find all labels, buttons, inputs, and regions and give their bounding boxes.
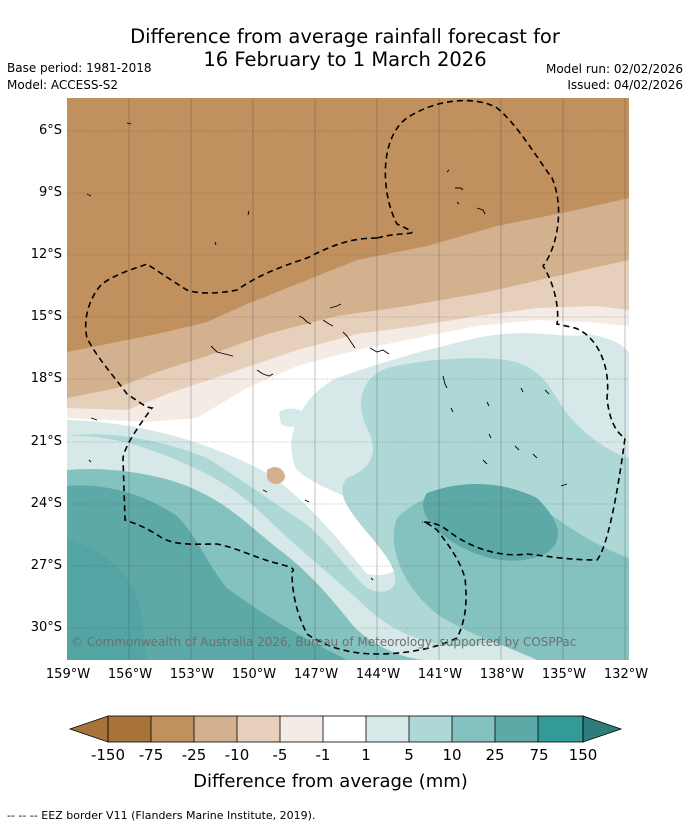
colorbar-swatch-minus-75 bbox=[151, 716, 194, 742]
lon-label-159w: 159°W bbox=[45, 667, 91, 682]
colorbar-swatch-minus-150 bbox=[108, 716, 151, 742]
meridians bbox=[128, 98, 626, 660]
lon-label-153w: 153°W bbox=[169, 667, 215, 682]
rainfall-map bbox=[67, 98, 629, 660]
colorbar-label-plus-5: 5 bbox=[404, 746, 414, 764]
colorbar-swatch-minus-1 bbox=[323, 716, 366, 742]
base-period: Base period: 1981-2018 bbox=[7, 61, 152, 75]
colorbar-outline bbox=[107, 715, 584, 743]
colorbar-swatch-minus-10 bbox=[237, 716, 280, 742]
lon-label-156w: 156°W bbox=[107, 667, 153, 682]
colorbar-label-minus-25: -25 bbox=[181, 746, 207, 764]
lon-label-147w: 147°W bbox=[293, 667, 339, 682]
island-outlines bbox=[86, 122, 568, 581]
colorbar-label-plus-1: 1 bbox=[361, 746, 371, 764]
colorbar bbox=[68, 715, 623, 743]
colorbar-swatch-plus-1 bbox=[366, 716, 409, 742]
lon-label-150w: 150°W bbox=[231, 667, 277, 682]
colorbar-swatch-plus-5 bbox=[409, 716, 452, 742]
lat-label-6s: 6°S bbox=[38, 123, 62, 138]
colorbar-dividers bbox=[150, 716, 539, 742]
band-plus-25 bbox=[67, 485, 347, 660]
map-title-line2: 16 February to 1 March 2026 bbox=[203, 48, 487, 71]
dry-patch-central bbox=[267, 467, 285, 484]
colorbar-title: Difference from average (mm) bbox=[193, 771, 468, 792]
lat-label-18s: 18°S bbox=[30, 371, 62, 386]
colorbar-swatch-minus-5 bbox=[280, 716, 323, 742]
colorbar-low-extend bbox=[68, 715, 109, 743]
colorbar-high-extend bbox=[582, 715, 623, 743]
map-title-line1: Difference from average rainfall forecas… bbox=[130, 25, 560, 48]
eez-border-cook-islands bbox=[376, 99, 626, 561]
lat-label-27s: 27°S bbox=[30, 558, 62, 573]
eez-borders bbox=[84, 99, 626, 655]
copyright-notice: © Commonwealth of Australia 2026, Bureau… bbox=[71, 635, 577, 649]
lat-label-30s: 30°S bbox=[30, 620, 62, 635]
colorbar-label-minus-10: -10 bbox=[224, 746, 250, 764]
colorbar-label-plus-150: 150 bbox=[568, 746, 598, 764]
colorbar-swatch-plus-10 bbox=[452, 716, 495, 742]
lat-label-9s: 9°S bbox=[38, 185, 62, 200]
lon-label-132w: 132°W bbox=[603, 667, 649, 682]
wet-patch-west bbox=[279, 408, 305, 427]
eez-border-tonga bbox=[84, 237, 467, 655]
lat-label-24s: 24°S bbox=[30, 496, 62, 511]
colorbar-label-minus-1: -1 bbox=[315, 746, 331, 764]
lon-label-141w: 141°W bbox=[417, 667, 463, 682]
colorbar-swatch-plus-25 bbox=[495, 716, 538, 742]
lon-label-138w: 138°W bbox=[479, 667, 525, 682]
lon-label-135w: 135°W bbox=[541, 667, 587, 682]
colorbar-swatch-plus-75 bbox=[538, 716, 583, 742]
band-plus-25-east bbox=[423, 483, 558, 561]
lat-label-21s: 21°S bbox=[30, 434, 62, 449]
colorbar-label-plus-75: 75 bbox=[529, 746, 549, 764]
colorbar-label-minus-5: -5 bbox=[272, 746, 288, 764]
eez-footnote: -- -- -- EEZ border V11 (Flanders Marine… bbox=[7, 809, 316, 822]
colorbar-label-minus-75: -75 bbox=[138, 746, 164, 764]
model-run: Model run: 02/02/2026 bbox=[545, 62, 683, 76]
issued-date: Issued: 04/02/2026 bbox=[567, 78, 683, 92]
rainfall-map-svg bbox=[67, 98, 629, 660]
model-name: Model: ACCESS-S2 bbox=[7, 78, 119, 92]
lon-label-144w: 144°W bbox=[355, 667, 401, 682]
colorbar-swatch-minus-25 bbox=[194, 716, 237, 742]
colorbar-label-plus-10: 10 bbox=[442, 746, 462, 764]
lat-label-12s: 12°S bbox=[30, 247, 62, 262]
colorbar-label-minus-150: -150 bbox=[90, 746, 126, 764]
lat-label-15s: 15°S bbox=[30, 309, 62, 324]
colorbar-label-plus-25: 25 bbox=[485, 746, 505, 764]
band-plus-75 bbox=[67, 538, 147, 660]
graticule bbox=[67, 130, 629, 629]
